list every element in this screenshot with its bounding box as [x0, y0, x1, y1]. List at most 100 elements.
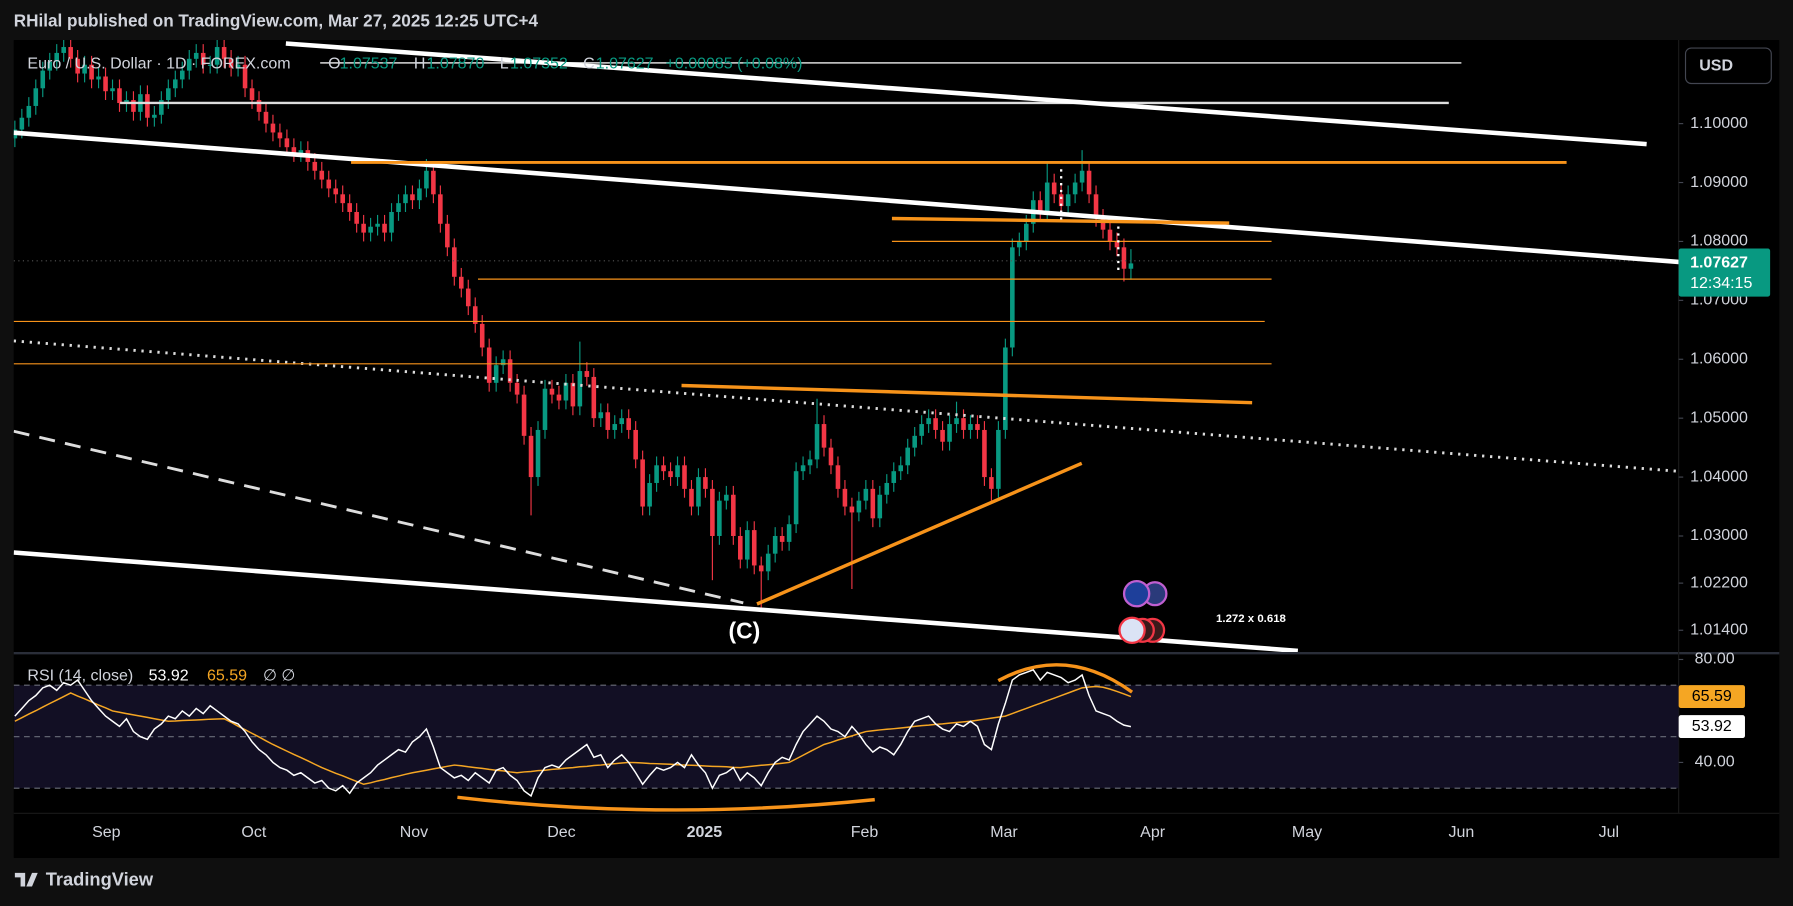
currency-button[interactable]: USD	[1684, 47, 1772, 85]
x-tick-label: Sep	[92, 824, 121, 841]
candle-body	[61, 47, 66, 53]
candle-body	[54, 52, 60, 62]
legend-label: H	[414, 55, 426, 72]
candle-body	[131, 100, 136, 112]
candle-body	[675, 465, 680, 478]
candle-body	[912, 435, 917, 448]
candle-body	[96, 76, 101, 80]
legend-value: 53.92	[149, 667, 189, 684]
candle-body	[919, 424, 924, 436]
candle-body	[207, 64, 213, 66]
candle-body	[751, 530, 757, 566]
candle-body	[103, 76, 108, 92]
x-tick-label: Jun	[1448, 824, 1474, 841]
candle-body	[731, 494, 736, 536]
candle-body	[521, 394, 527, 436]
rsi-line	[14, 668, 1132, 798]
value-tag	[1678, 715, 1745, 739]
candle-body	[598, 412, 604, 419]
candle-body	[800, 465, 806, 472]
rsi-band	[13, 685, 1679, 789]
candle-body	[493, 365, 499, 383]
symbol-title: Euro / U.S. Dollar · 1D · FOREX.com	[27, 55, 290, 72]
candle-body	[584, 371, 590, 377]
candle-body	[724, 494, 729, 501]
support-line	[756, 461, 1083, 606]
candle-body	[661, 465, 666, 472]
y-tick-label: 40.00	[1695, 754, 1735, 771]
legend: Euro / U.S. Dollar · 1D · FOREX.com O 1.…	[27, 55, 802, 72]
candle-body	[179, 70, 185, 80]
value-tag	[1678, 685, 1745, 709]
candle-body	[828, 447, 834, 466]
indicator-title: RSI (14, close)	[27, 667, 133, 684]
price-tag	[1678, 248, 1771, 297]
candle-body	[396, 203, 401, 212]
candle-body	[19, 117, 25, 130]
candle-body	[563, 382, 569, 401]
x-tick-label: Oct	[241, 824, 266, 841]
x-tick-label: Jul	[1599, 824, 1619, 841]
button-label[interactable]: USD	[1699, 58, 1733, 75]
candle-body	[507, 359, 513, 383]
brand-name: TradingView	[46, 869, 154, 890]
candle-body	[793, 471, 799, 525]
candle-body	[807, 459, 813, 466]
rsi-arc	[997, 663, 1134, 694]
candle-body	[110, 88, 115, 92]
candle-body	[479, 323, 485, 348]
event-icon	[1118, 616, 1146, 645]
publish-note: RHilal published on TradingView.com, Mar…	[14, 10, 539, 30]
candle-body	[1023, 223, 1029, 242]
candle-body	[786, 524, 792, 542]
candle-body	[270, 123, 276, 133]
y-tick-label: 80.00	[1695, 651, 1735, 668]
candle-body	[221, 47, 227, 59]
wave-label: (C)	[729, 618, 761, 644]
button-frame[interactable]	[1684, 47, 1772, 85]
candle-body	[626, 418, 631, 430]
candle-body	[961, 418, 966, 430]
candle-body	[26, 105, 32, 118]
candle-body	[1128, 263, 1134, 269]
candle-body	[940, 429, 945, 442]
candle-body	[1044, 182, 1050, 212]
candle-body	[256, 100, 262, 112]
candle-body	[849, 506, 855, 513]
candle-body	[877, 494, 883, 519]
candle-body	[710, 488, 715, 536]
candle-body	[145, 94, 150, 118]
y-tick-label: 1.06000	[1690, 350, 1748, 367]
candles	[13, 40, 1134, 608]
candle-body	[312, 161, 318, 171]
candle-body	[975, 424, 980, 430]
candle-body	[744, 530, 750, 560]
legend-value: 1.07352	[510, 55, 568, 72]
fib-label: 1.272 x 0.618	[1216, 613, 1286, 625]
candle-body	[682, 465, 687, 489]
candle-body	[75, 58, 80, 74]
candle-body	[152, 114, 157, 118]
x-tick-label: Dec	[547, 824, 575, 841]
candle-body	[968, 424, 973, 430]
candle-body	[249, 88, 255, 101]
candle-body	[1114, 241, 1120, 248]
candle-body	[612, 424, 618, 430]
candle-body	[333, 188, 339, 195]
candle-body	[1058, 194, 1064, 207]
candle-body	[33, 88, 39, 106]
legend-change: +0.00085 (+0.08%)	[666, 55, 803, 72]
candle-body	[717, 500, 722, 536]
candle-body	[514, 382, 520, 395]
x-tick-label: 2025	[687, 824, 723, 841]
legend-value: 1.07627	[596, 55, 654, 72]
y-tick-label: 1.01400	[1690, 621, 1748, 638]
candle-body	[863, 488, 869, 501]
last-price: 1.07627	[1690, 255, 1748, 272]
legend-value: 1.07537	[340, 55, 398, 72]
candle-body	[1037, 200, 1043, 212]
candle-body	[361, 223, 366, 233]
candle-body	[82, 64, 87, 74]
candle-body	[47, 61, 53, 71]
